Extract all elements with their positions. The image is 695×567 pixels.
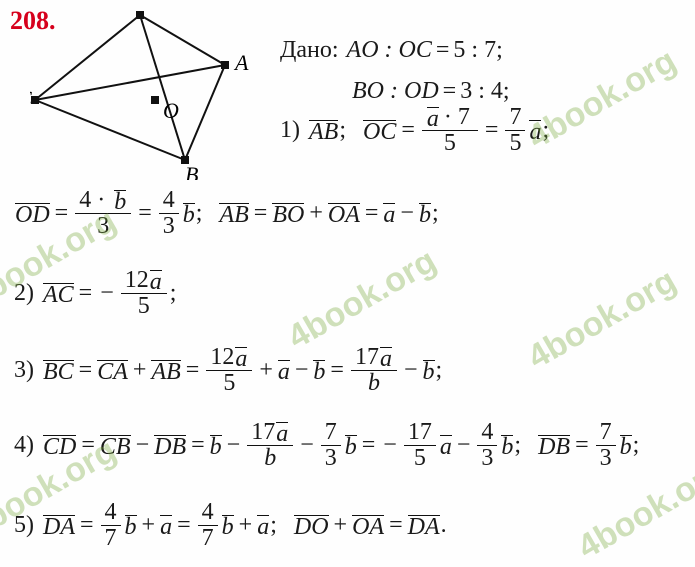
vec-CB: CB [100, 435, 131, 456]
vec-a2: a [383, 203, 395, 224]
vec-BC: BC [43, 360, 74, 381]
vec-b2: b [419, 203, 431, 224]
given-block: Дано: AO : OC = 5 : 7; BO : OD = 3 : 4; [280, 30, 510, 112]
vec-b3b: b [423, 360, 435, 381]
vec-DA2: DA [408, 515, 440, 536]
frac-bc1: 12a 5 [206, 345, 252, 396]
s4-num: 4) [14, 432, 34, 459]
ratio1-lhs: AO : OC [347, 30, 432, 71]
svg-text:O: O [163, 98, 179, 123]
vec-CD: CD [43, 435, 76, 456]
frac-od2: 43 [159, 188, 179, 239]
frac-cd1: 17a b [247, 420, 293, 471]
vec-b4c: b [501, 435, 513, 456]
frac-od1: 4 ·b 3 [75, 188, 131, 239]
vec-b4d: b [620, 435, 632, 456]
step-1b: OD = 4 ·b 3 = 43 b; AB = BO + OA = a − b… [14, 188, 439, 239]
frac-cd2: 73 [321, 420, 341, 471]
vec-DB: DB [154, 435, 186, 456]
vec-OA: OA [328, 203, 360, 224]
frac-da2: 47 [198, 500, 218, 551]
vec-b5: b [125, 515, 137, 536]
vec-CA: CA [97, 360, 128, 381]
vec-b4b: b [345, 435, 357, 456]
vec-a4: a [440, 435, 452, 456]
vec-DO: DO [294, 515, 329, 536]
vec-b3: b [313, 360, 325, 381]
s5-num: 5) [14, 512, 34, 539]
vec-a5: a [160, 515, 172, 536]
step-1a: 1) AB; OC = a· 7 5 = 75 a; [280, 105, 549, 156]
quadrilateral-diagram: ABCDO [30, 10, 260, 180]
vec-OD: OD [15, 203, 50, 224]
vec-OA5: OA [352, 515, 384, 536]
s2-num: 2) [14, 280, 34, 307]
s3-num: 3) [14, 357, 34, 384]
vec-AB3: AB [151, 360, 180, 381]
svg-text:D: D [139, 10, 156, 12]
vec-a5b: a [257, 515, 269, 536]
frac-oc2: 75 [505, 105, 525, 156]
vec-AB: AB [309, 120, 338, 141]
vec-a3: a [278, 360, 290, 381]
step-3: 3) BC = CA + AB = 12a 5 + a − b = 17a b … [14, 345, 442, 396]
step-4: 4) CD = CB − DB = b − 17a b − 73 b = − 1… [14, 420, 639, 471]
page-root: 208. ABCDO Дано: AO : OC = 5 : 7; BO : O… [0, 0, 695, 565]
frac-db: 73 [596, 420, 616, 471]
frac-cd4: 43 [477, 420, 497, 471]
frac-ac: 12a 5 [121, 268, 167, 319]
frac-cd3: 175 [404, 420, 436, 471]
vec-b4: b [210, 435, 222, 456]
minus: − [100, 280, 114, 307]
frac-da1: 47 [101, 500, 121, 551]
vec-OC: OC [363, 120, 396, 141]
svg-text:B: B [185, 162, 198, 180]
step-5: 5) DA = 47 b + a = 47 b + a; DO + OA = D… [14, 500, 447, 551]
vec-AB2: AB [219, 203, 248, 224]
step-2: 2) AC = − 12a 5 ; [14, 268, 176, 319]
frac-oc1: a· 7 5 [422, 105, 478, 156]
ratio1-rhs: 5 : 7 [453, 30, 496, 71]
vec-AC: AC [43, 283, 74, 304]
vec-a1: a [529, 120, 541, 141]
frac-bc2: 17a b [351, 345, 397, 396]
vec-b1: b [183, 203, 195, 224]
vec-DB2: DB [538, 435, 570, 456]
vec-b5b: b [222, 515, 234, 536]
svg-text:A: A [233, 50, 249, 75]
given-label: Дано: [280, 30, 339, 71]
vec-DA: DA [43, 515, 75, 536]
vec-BO: BO [272, 203, 304, 224]
s1-num: 1) [280, 117, 300, 144]
